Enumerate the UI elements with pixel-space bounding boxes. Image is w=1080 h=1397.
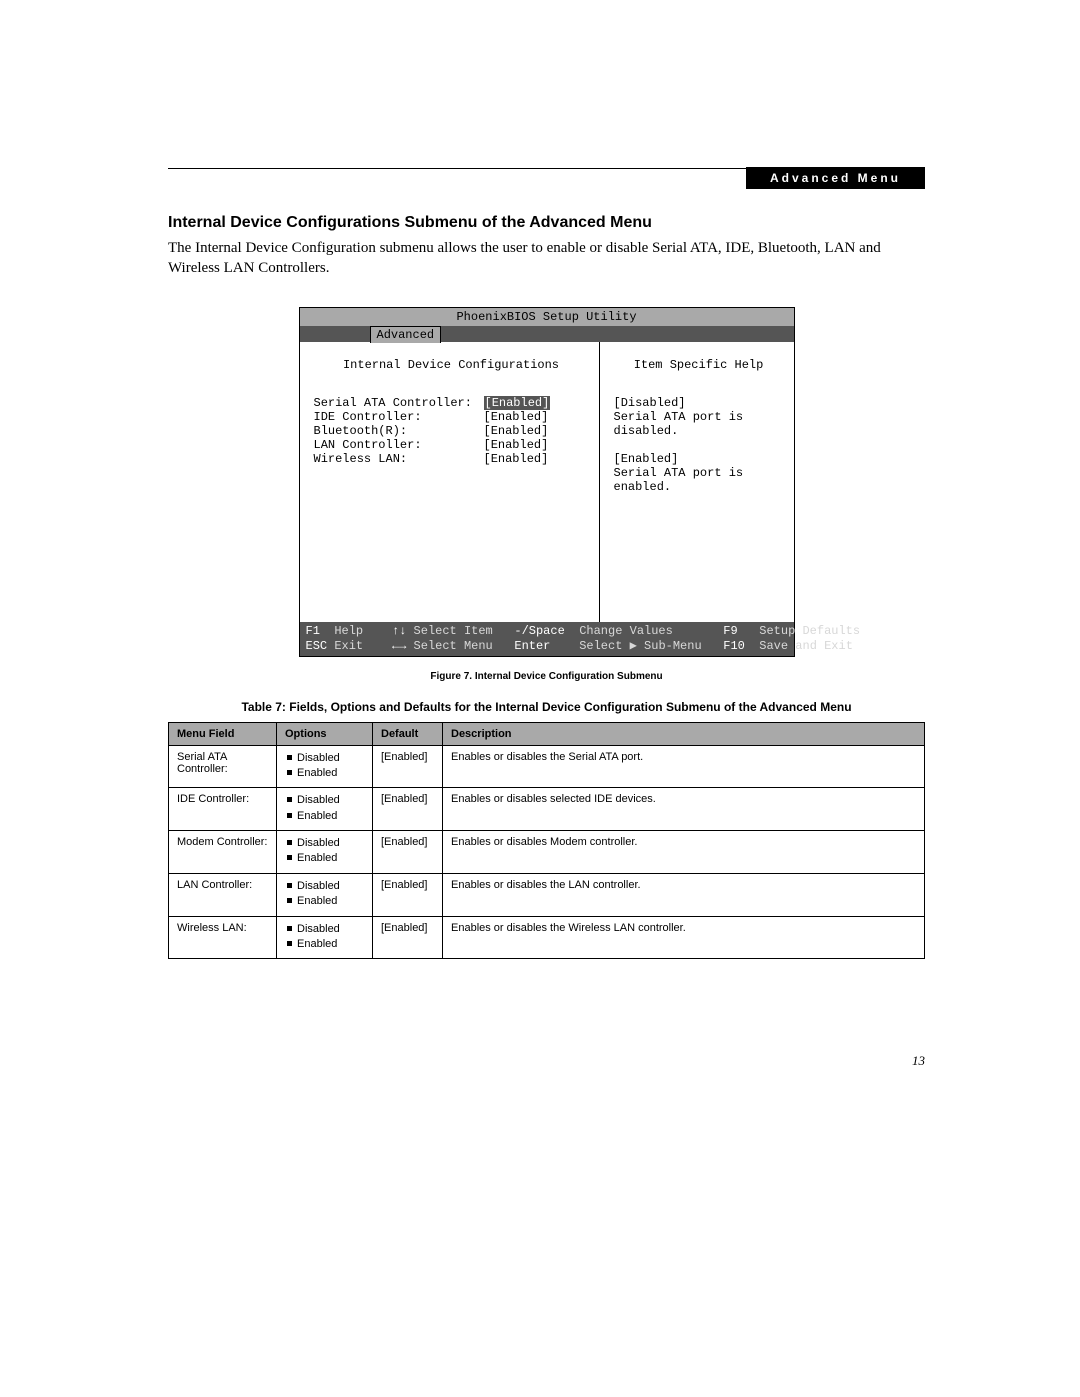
table-cell-field: IDE Controller:: [169, 788, 277, 831]
bios-item-value[interactable]: [Enabled]: [484, 410, 549, 424]
table-cell-default: [Enabled]: [373, 831, 443, 874]
bios-key-label: Select ▶ Sub-Menu: [579, 639, 701, 653]
table-cell-field: Wireless LAN:: [169, 916, 277, 959]
table-cell-default: [Enabled]: [373, 916, 443, 959]
table-row: Modem Controller:DisabledEnabled[Enabled…: [169, 831, 925, 874]
option-item: Enabled: [281, 894, 364, 909]
table-cell-description: Enables or disables the LAN controller.: [443, 873, 925, 916]
bios-item-value[interactable]: [Enabled]: [484, 452, 549, 466]
option-item: Disabled: [281, 836, 364, 851]
table-row: IDE Controller:DisabledEnabled[Enabled]E…: [169, 788, 925, 831]
section-title: Internal Device Configurations Submenu o…: [168, 214, 925, 232]
option-item: Disabled: [281, 922, 364, 937]
bios-help-desc: Serial ATA port is enabled.: [614, 466, 784, 494]
bios-tab-advanced[interactable]: Advanced: [370, 326, 442, 343]
table-header: Description: [443, 722, 925, 745]
bios-item-row[interactable]: Wireless LAN:[Enabled]: [314, 452, 589, 466]
figure-caption: Figure 7. Internal Device Configuration …: [168, 671, 925, 682]
bios-body: Internal Device Configurations Serial AT…: [300, 342, 794, 622]
table-header: Options: [277, 722, 373, 745]
option-item: Disabled: [281, 879, 364, 894]
bios-submenu-title: Internal Device Configurations: [314, 358, 589, 372]
bios-key-label: Save and Exit: [759, 639, 853, 653]
bios-item-label: LAN Controller:: [314, 438, 484, 452]
bios-left-pane: Internal Device Configurations Serial AT…: [300, 342, 600, 622]
table-cell-default: [Enabled]: [373, 745, 443, 788]
table-cell-description: Enables or disables the Serial ATA port.: [443, 745, 925, 788]
bios-item-label: Wireless LAN:: [314, 452, 484, 466]
bios-key-label: Setup Defaults: [759, 624, 860, 638]
bios-item-row[interactable]: IDE Controller:[Enabled]: [314, 410, 589, 424]
table-caption: Table 7: Fields, Options and Defaults fo…: [168, 700, 925, 714]
bios-tabbar: Advanced: [300, 326, 794, 342]
table-cell-default: [Enabled]: [373, 788, 443, 831]
section-intro: The Internal Device Configuration submen…: [168, 238, 925, 279]
header-rule: Advanced Menu: [168, 168, 925, 170]
bios-window: PhoenixBIOS Setup Utility Advanced Inter…: [299, 307, 795, 657]
bios-item-label: Bluetooth(R):: [314, 424, 484, 438]
table-header: Default: [373, 722, 443, 745]
bios-key-label: Select Item: [414, 624, 493, 638]
option-item: Enabled: [281, 809, 364, 824]
table-cell-description: Enables or disables the Wireless LAN con…: [443, 916, 925, 959]
table-row: Serial ATA Controller:DisabledEnabled[En…: [169, 745, 925, 788]
table-row: LAN Controller:DisabledEnabled[Enabled]E…: [169, 873, 925, 916]
option-item: Enabled: [281, 937, 364, 952]
bios-key-esc: ESC: [306, 639, 328, 653]
bios-help-opt: [Enabled]: [614, 452, 784, 466]
bios-key-enter: Enter: [514, 639, 550, 653]
table-header-row: Menu Field Options Default Description: [169, 722, 925, 745]
bios-key-f10: F10: [723, 639, 745, 653]
bios-help-pane: Item Specific Help [Disabled] Serial ATA…: [600, 342, 794, 622]
table-row: Wireless LAN:DisabledEnabled[Enabled]Ena…: [169, 916, 925, 959]
bios-key-space: -/Space: [514, 624, 564, 638]
bios-item-row[interactable]: Bluetooth(R):[Enabled]: [314, 424, 589, 438]
table-cell-field: Modem Controller:: [169, 831, 277, 874]
bios-key-f9: F9: [723, 624, 737, 638]
page: Advanced Menu Internal Device Configurat…: [0, 0, 1080, 1129]
bios-item-value[interactable]: [Enabled]: [484, 438, 549, 452]
bios-key-label: Help: [334, 624, 363, 638]
bios-key-f1: F1: [306, 624, 320, 638]
table-cell-field: LAN Controller:: [169, 873, 277, 916]
bios-key-arrows-lr: ←→: [392, 639, 406, 653]
bios-help-desc: Serial ATA port is disabled.: [614, 410, 784, 438]
table-cell-options: DisabledEnabled: [277, 788, 373, 831]
option-item: Enabled: [281, 766, 364, 781]
bios-key-arrows-ud: ↑↓: [392, 624, 406, 638]
bios-help-title: Item Specific Help: [614, 358, 784, 372]
bios-item-value[interactable]: [Enabled]: [484, 396, 551, 410]
bios-item-row[interactable]: Serial ATA Controller:[Enabled]: [314, 396, 589, 410]
table-cell-options: DisabledEnabled: [277, 745, 373, 788]
option-item: Disabled: [281, 793, 364, 808]
fields-table: Menu Field Options Default Description S…: [168, 722, 925, 960]
table-header: Menu Field: [169, 722, 277, 745]
table-cell-options: DisabledEnabled: [277, 831, 373, 874]
bios-footer: F1 Help ↑↓ Select Item -/Space Change Va…: [300, 622, 794, 656]
header-banner: Advanced Menu: [746, 167, 925, 189]
table-cell-description: Enables or disables selected IDE devices…: [443, 788, 925, 831]
table-cell-options: DisabledEnabled: [277, 873, 373, 916]
table-cell-default: [Enabled]: [373, 873, 443, 916]
table-cell-options: DisabledEnabled: [277, 916, 373, 959]
bios-item-value[interactable]: [Enabled]: [484, 424, 549, 438]
table-cell-field: Serial ATA Controller:: [169, 745, 277, 788]
bios-item-row[interactable]: LAN Controller:[Enabled]: [314, 438, 589, 452]
bios-key-label: Change Values: [579, 624, 673, 638]
option-item: Disabled: [281, 751, 364, 766]
page-number: 13: [168, 1053, 925, 1069]
bios-key-label: Select Menu: [414, 639, 493, 653]
bios-item-label: Serial ATA Controller:: [314, 396, 484, 410]
bios-help-opt: [Disabled]: [614, 396, 784, 410]
bios-item-label: IDE Controller:: [314, 410, 484, 424]
option-item: Enabled: [281, 851, 364, 866]
bios-key-label: Exit: [334, 639, 363, 653]
table-body: Serial ATA Controller:DisabledEnabled[En…: [169, 745, 925, 959]
bios-title: PhoenixBIOS Setup Utility: [300, 308, 794, 326]
table-cell-description: Enables or disables Modem controller.: [443, 831, 925, 874]
